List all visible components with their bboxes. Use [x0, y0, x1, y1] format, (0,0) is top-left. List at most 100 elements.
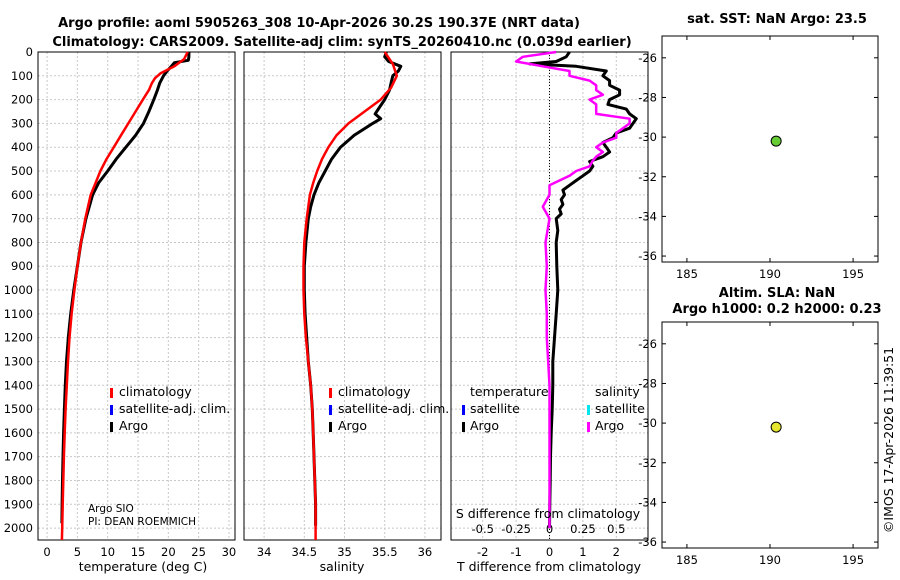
- depth-tick-label: 1500: [4, 402, 33, 416]
- sst-map-x-tick-label: 195: [842, 267, 864, 281]
- temperature-x-tick-label: 0: [43, 545, 50, 559]
- depth-tick-label: 1300: [4, 354, 33, 368]
- float-info-line1: Argo SIO: [88, 503, 134, 515]
- depth-tick-label: 800: [11, 235, 33, 249]
- depth-tick-label: 300: [11, 116, 33, 130]
- salinity-x-tick-label: 34.5: [292, 545, 318, 559]
- sla-map-panel: -26 -28 -30 -32 -34 -36 185 190 195: [638, 321, 879, 567]
- temp-legend-satellite: satellite-adj. clim.: [119, 401, 230, 416]
- diff-legend-swatch-t-satellite: [462, 405, 465, 415]
- temperature-xlabel: temperature (deg C): [79, 559, 208, 574]
- sst-map-y-tick-label: -34: [638, 209, 657, 223]
- depth-tick-label: 600: [11, 188, 33, 202]
- salinity-panel: 34 34.5 35 35.5 36: [243, 51, 442, 559]
- depth-tick-label: 1400: [4, 378, 33, 392]
- salinity-x-tick-label: 36: [418, 545, 433, 559]
- sst-map-y-tick-label: -28: [638, 90, 657, 104]
- s-difference-tick-label: 0: [546, 522, 553, 536]
- depth-tick-label: 700: [11, 212, 33, 226]
- temp-legend-swatch-climatology: [110, 388, 113, 398]
- sla-map-x-tick-label: 195: [842, 553, 864, 567]
- temp-legend-swatch-argo: [110, 422, 113, 432]
- depth-tick-label: 1800: [4, 473, 33, 487]
- depth-tick-label: 200: [11, 93, 33, 107]
- depth-tick-label: 2000: [4, 521, 33, 535]
- s-difference-argo-line: [514, 50, 631, 529]
- sst-map-x-tick-label: 185: [676, 267, 698, 281]
- sal-legend-argo: Argo: [338, 418, 367, 433]
- depth-tick-label: 1200: [4, 331, 33, 345]
- sla-map-frame: [661, 321, 879, 549]
- depth-tick-label: 1000: [4, 283, 33, 297]
- salinity-x-tick-label: 35.5: [372, 545, 398, 559]
- salinity-climatology-line: [302, 51, 399, 540]
- temperature-frame: [37, 51, 236, 541]
- credit-text: ©IMOS 17-Apr-2026 11:39:51: [881, 347, 896, 533]
- temperature-argo-line: [60, 52, 191, 524]
- depth-tick-label: 1600: [4, 426, 33, 440]
- sla-map-y-tick-label: -26: [638, 337, 657, 351]
- sst-map-x-tick-label: 190: [759, 267, 781, 281]
- temperature-x-tick-label: 5: [74, 545, 81, 559]
- depth-tick-label: 100: [11, 69, 33, 83]
- sst-map-title: sat. SST: NaN Argo: 23.5: [687, 12, 867, 27]
- sla-map-x-tick-label: 185: [676, 553, 698, 567]
- depth-tick-label: 0: [26, 45, 33, 59]
- sst-map-frame: [661, 35, 879, 263]
- temperature-panel: 0100200300400500600700800900100011001200…: [4, 45, 237, 559]
- temperature-x-tick-label: 10: [100, 545, 115, 559]
- title-line-2: Climatology: CARS2009. Satellite-adj cli…: [52, 35, 631, 50]
- s-difference-tick-label: 0.25: [570, 522, 596, 536]
- s-difference-tick-label: -0.25: [501, 522, 531, 536]
- sst-map-y-tick-label: -30: [638, 130, 657, 144]
- difference-x-tick-label: -2: [477, 545, 488, 559]
- sla-map-title-1: Altim. SLA: NaN: [719, 286, 835, 301]
- diff-legend-swatch-s-argo: [587, 422, 590, 432]
- temp-legend-swatch-satellite: [110, 405, 113, 415]
- temperature-x-tick-label: 15: [131, 545, 146, 559]
- diff-legend-t-satellite: satellite: [470, 401, 520, 416]
- s-difference-xlabel: S difference from climatology: [456, 506, 641, 521]
- sst-map-y-tick-label: -26: [638, 51, 657, 65]
- sst-map-y-tick-label: -32: [638, 170, 657, 184]
- sla-map-y-tick-label: -30: [638, 416, 657, 430]
- sst-map-y-tick-label: -36: [638, 249, 657, 263]
- sla-map-y-tick-label: -32: [638, 456, 657, 470]
- depth-tick-label: 1700: [4, 450, 33, 464]
- depth-tick-label: 900: [11, 259, 33, 273]
- salinity-x-tick-label: 35: [337, 545, 352, 559]
- diff-legend-temperature-header: temperature: [470, 384, 549, 399]
- difference-x-tick-label: 1: [579, 545, 586, 559]
- temperature-x-tick-label: 30: [222, 545, 237, 559]
- sla-map-y-tick-label: -28: [638, 376, 657, 390]
- sst-map-panel: -26 -28 -30 -32 -34 -36 185 190 195: [638, 35, 879, 281]
- sal-legend-swatch-climatology: [329, 388, 332, 398]
- sal-legend-swatch-satellite: [329, 405, 332, 415]
- temp-legend-climatology: climatology: [119, 384, 192, 399]
- depth-tick-label: 1900: [4, 497, 33, 511]
- diff-legend-t-argo: Argo: [470, 418, 499, 433]
- t-difference-xlabel: T difference from climatology: [456, 559, 642, 574]
- difference-x-tick-label: 0: [546, 545, 553, 559]
- depth-tick-label: 1100: [4, 307, 33, 321]
- diff-legend-s-satellite: satellite: [595, 401, 645, 416]
- sla-map-title-2: Argo h1000: 0.2 h2000: 0.23: [672, 302, 881, 317]
- s-difference-tick-label: -0.5: [471, 522, 493, 536]
- title-line-1: Argo profile: aoml 5905263_308 10-Apr-20…: [58, 16, 580, 31]
- sla-map-x-tick-label: 190: [759, 553, 781, 567]
- diff-legend-swatch-t-argo: [462, 422, 465, 432]
- temp-legend-argo: Argo: [119, 418, 148, 433]
- sla-map-y-tick-label: -36: [638, 535, 657, 549]
- s-difference-tick-label: 0.5: [607, 522, 625, 536]
- sla-map-float-marker: [770, 421, 782, 433]
- temperature-x-tick-label: 25: [191, 545, 206, 559]
- temperature-climatology-line: [60, 51, 189, 541]
- sst-map-float-marker: [770, 135, 782, 147]
- sal-legend-satellite: satellite-adj. clim.: [338, 401, 449, 416]
- depth-tick-label: 500: [11, 164, 33, 178]
- salinity-x-tick-label: 34: [257, 545, 272, 559]
- diff-legend-salinity-header: salinity: [595, 384, 640, 399]
- diff-legend-swatch-s-satellite: [587, 405, 590, 415]
- difference-x-tick-label: -1: [510, 545, 521, 559]
